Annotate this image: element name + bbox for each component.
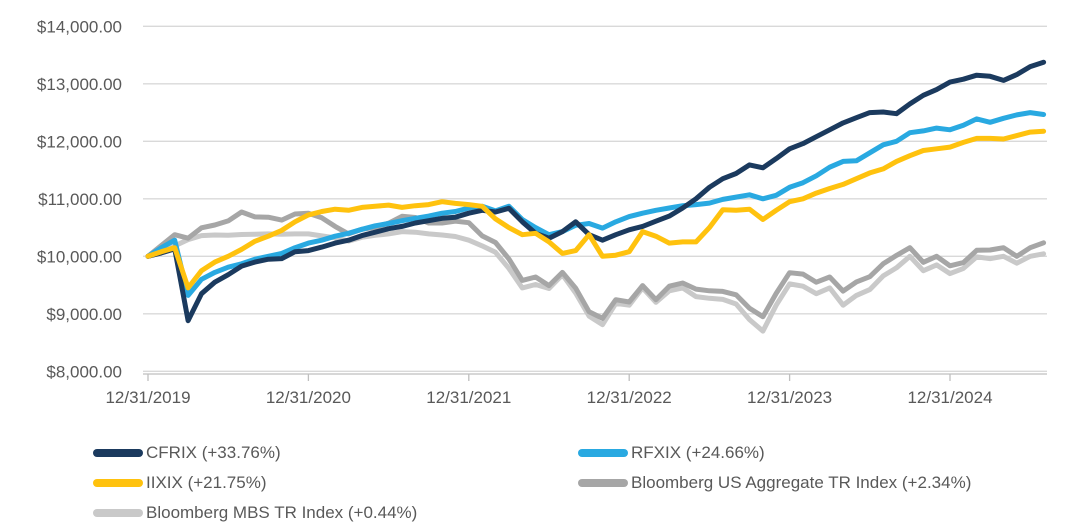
- series-line-rfxix: [145, 110, 1047, 298]
- series-line-cfrix: [145, 59, 1047, 324]
- legend-label-bloomberg-agg: Bloomberg US Aggregate TR Index (+2.34%): [631, 473, 972, 492]
- x-axis-label-2: 12/31/2021: [426, 388, 511, 407]
- legend-item-rfxix: RFXIX (+24.66%): [578, 438, 971, 468]
- legend-label-iixix: IIXIX (+21.75%): [146, 473, 267, 492]
- bloomberg-mbs-line-swatch: [93, 509, 143, 517]
- y-axis-label-8000: $8,000.00: [46, 362, 122, 381]
- x-axis-label-1: 12/31/2020: [266, 388, 351, 407]
- series-line-bloomberg-us-aggregate-tr-index: [145, 209, 1047, 321]
- y-axis-label-9000: $9,000.00: [46, 305, 122, 324]
- legend-column-left: CFRIX (+33.76%) IIXIX (+21.75%) Bloomber…: [93, 438, 417, 528]
- legend-item-iixix: IIXIX (+21.75%): [93, 468, 417, 498]
- rfxix-line-swatch: [578, 449, 628, 457]
- y-axis-label-11000: $11,000.00: [38, 190, 122, 209]
- bloomberg-agg-line-swatch: [578, 479, 628, 487]
- x-axis-label-0: 12/31/2019: [105, 388, 190, 407]
- x-axis-label-4: 12/31/2023: [747, 388, 832, 407]
- legend-item-bloomberg-agg: Bloomberg US Aggregate TR Index (+2.34%): [578, 468, 971, 498]
- performance-line-chart: $8,000.00 $9,000.00 $10,000.00 $11,000.00 $1…: [37, 17, 1047, 407]
- y-axis-label-12000: $12,000.00: [37, 132, 122, 151]
- cfrix-line-swatch: [93, 449, 143, 457]
- y-axis-label-10000: $10,000.00: [37, 247, 122, 266]
- x-axis-label-5: 12/31/2024: [907, 388, 992, 407]
- x-axis-label-3: 12/31/2022: [587, 388, 672, 407]
- series-line-iixix: [145, 128, 1047, 291]
- legend-item-bloomberg-mbs: Bloomberg MBS TR Index (+0.44%): [93, 498, 417, 528]
- legend-label-cfrix: CFRIX (+33.76%): [146, 443, 281, 462]
- series-line-bloomberg-mbs-tr-index: [145, 229, 1047, 334]
- legend-label-bloomberg-mbs: Bloomberg MBS TR Index (+0.44%): [146, 503, 418, 522]
- y-axis-label-14000: $14,000.00: [37, 17, 122, 36]
- legend-item-cfrix: CFRIX (+33.76%): [93, 438, 417, 468]
- iixix-line-swatch: [93, 479, 143, 487]
- legend-label-rfxix: RFXIX (+24.66%): [631, 443, 765, 462]
- legend-column-right: RFXIX (+24.66%) Bloomberg US Aggregate T…: [578, 438, 971, 498]
- y-axis-label-13000: $13,000.00: [37, 75, 122, 94]
